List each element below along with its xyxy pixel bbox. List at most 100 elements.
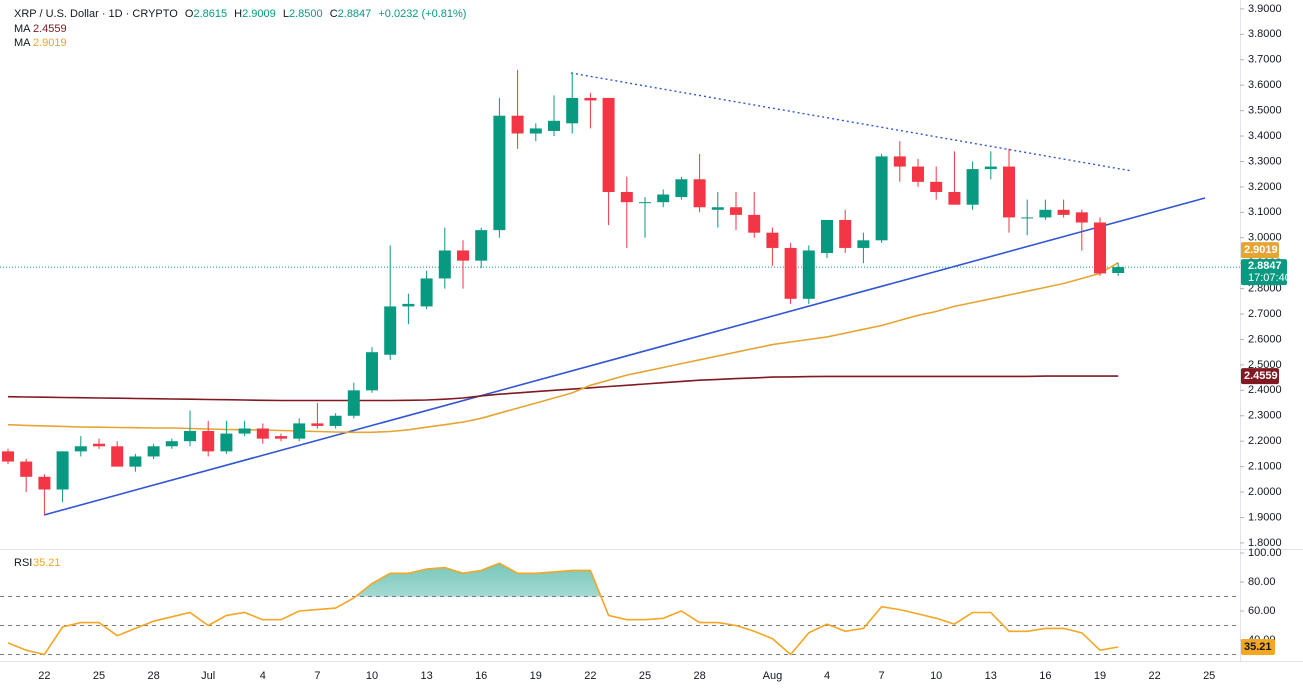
ohlc-label: O (185, 8, 194, 20)
x-tick-label: 19 (530, 670, 542, 682)
candle-body (511, 115, 524, 134)
y-tick-label: 2.2000 (1248, 435, 1282, 447)
candle-body (675, 179, 688, 198)
candle-body (493, 115, 506, 231)
candle-body (202, 431, 215, 452)
candle-body (38, 476, 51, 490)
ma-tag-label: 2.4559 (1244, 370, 1278, 382)
candle-body (366, 352, 378, 391)
candle-body (56, 451, 69, 490)
ohlc-value: 2.8615 (193, 8, 227, 20)
candle-body (74, 446, 87, 452)
moving-average (7, 375, 1119, 402)
change: +0.0232 (+0.81%) (378, 8, 466, 20)
candle-body (984, 166, 997, 170)
candle-body (821, 219, 833, 254)
candle-body (529, 128, 542, 134)
trend-line (43, 197, 1206, 516)
candle-body (1075, 212, 1088, 223)
x-tick-label: 10 (930, 670, 942, 682)
candle-body (857, 240, 870, 248)
y-tick-label: 2.1000 (1248, 461, 1282, 473)
x-tick-label: 22 (1148, 670, 1160, 682)
y-tick-label: 3.9000 (1248, 3, 1282, 15)
ma-tag-label: 2.9019 (1244, 244, 1278, 256)
candle-body (602, 97, 615, 192)
ohlc-value: 2.9009 (242, 8, 276, 20)
legend-name: MA (14, 23, 31, 35)
last-price-tag (1241, 259, 1287, 286)
candle-body (384, 306, 397, 355)
y-tick-label: 3.5000 (1248, 105, 1282, 117)
x-tick-label: 28 (693, 670, 705, 682)
candle-body (584, 97, 597, 101)
ohlc-label: H (234, 8, 242, 20)
x-tick-label: 13 (420, 670, 432, 682)
y-tick-label: 2.4000 (1248, 384, 1282, 396)
y-tick-label: 1.8000 (1248, 537, 1282, 549)
candle-body (802, 250, 815, 299)
candle-body (402, 303, 415, 307)
x-tick-label: 4 (260, 670, 266, 682)
y-tick-label: 3.4000 (1248, 130, 1282, 142)
ohlc-label: L (283, 8, 289, 20)
ohlc-value: 2.8500 (289, 8, 323, 20)
candle-body (184, 431, 196, 442)
candle-body (275, 436, 287, 439)
y-tick-label: 1.9000 (1248, 511, 1282, 523)
candle-body (311, 423, 324, 426)
ohlc-label: C (330, 8, 338, 20)
x-tick-label: 10 (366, 670, 378, 682)
header-line: XRP / U.S. Dollar · 1D · CRYPTO O2.8615 … (14, 8, 466, 20)
symbol: XRP / U.S. Dollar · 1D · CRYPTO (14, 8, 178, 20)
candle-body (620, 191, 633, 203)
rsi-title: RSI (14, 557, 32, 569)
candle-body (347, 390, 360, 416)
candle-body (766, 232, 779, 248)
ma-tag (1241, 242, 1279, 259)
candle-body (420, 278, 433, 307)
y-tick-label: 2.6000 (1248, 333, 1282, 345)
candle-body (657, 194, 670, 203)
ma-tag (1241, 368, 1279, 385)
price-plot (0, 69, 1240, 515)
rsi-overbought-fill (8, 563, 1119, 597)
candle-body (1003, 166, 1015, 218)
candle-body (966, 169, 979, 205)
candle-body (457, 250, 469, 261)
x-tick-label: 19 (1094, 670, 1106, 682)
candle-body (256, 428, 269, 439)
y-tick-label: 60.00 (1248, 605, 1276, 617)
x-tick-label: 16 (1039, 670, 1051, 682)
candle-body (912, 166, 924, 182)
candle-body (20, 461, 33, 477)
candle-body (293, 423, 306, 439)
candle-body (693, 179, 706, 208)
candle-body (220, 433, 233, 452)
candle-body (784, 247, 797, 299)
candle-body (748, 214, 761, 233)
x-tick-label: 16 (475, 670, 487, 682)
candle-body (730, 207, 742, 215)
x-tick-label: 13 (985, 670, 997, 682)
x-tick-label: 28 (147, 670, 159, 682)
y-tick-label: 2.3000 (1248, 410, 1282, 422)
candle-body (566, 97, 579, 124)
candle-body (111, 446, 124, 467)
y-tick-label: 100.00 (1248, 547, 1282, 559)
countdown: 17:07:40 (1248, 272, 1291, 284)
y-tick-label: 2.5000 (1248, 359, 1282, 371)
candle-body (238, 428, 251, 434)
x-tick-label: 7 (879, 670, 885, 682)
x-tick-label: 4 (824, 670, 830, 682)
rsi-tag-label: 35.21 (1244, 641, 1272, 653)
y-tick-label: 3.1000 (1248, 206, 1282, 218)
last-price-label: 2.8847 (1248, 260, 1282, 272)
legend-value: 2.4559 (33, 23, 67, 35)
x-tick-label: Aug (763, 670, 783, 682)
candle-body (639, 202, 651, 204)
rsi-tag (1241, 638, 1275, 655)
